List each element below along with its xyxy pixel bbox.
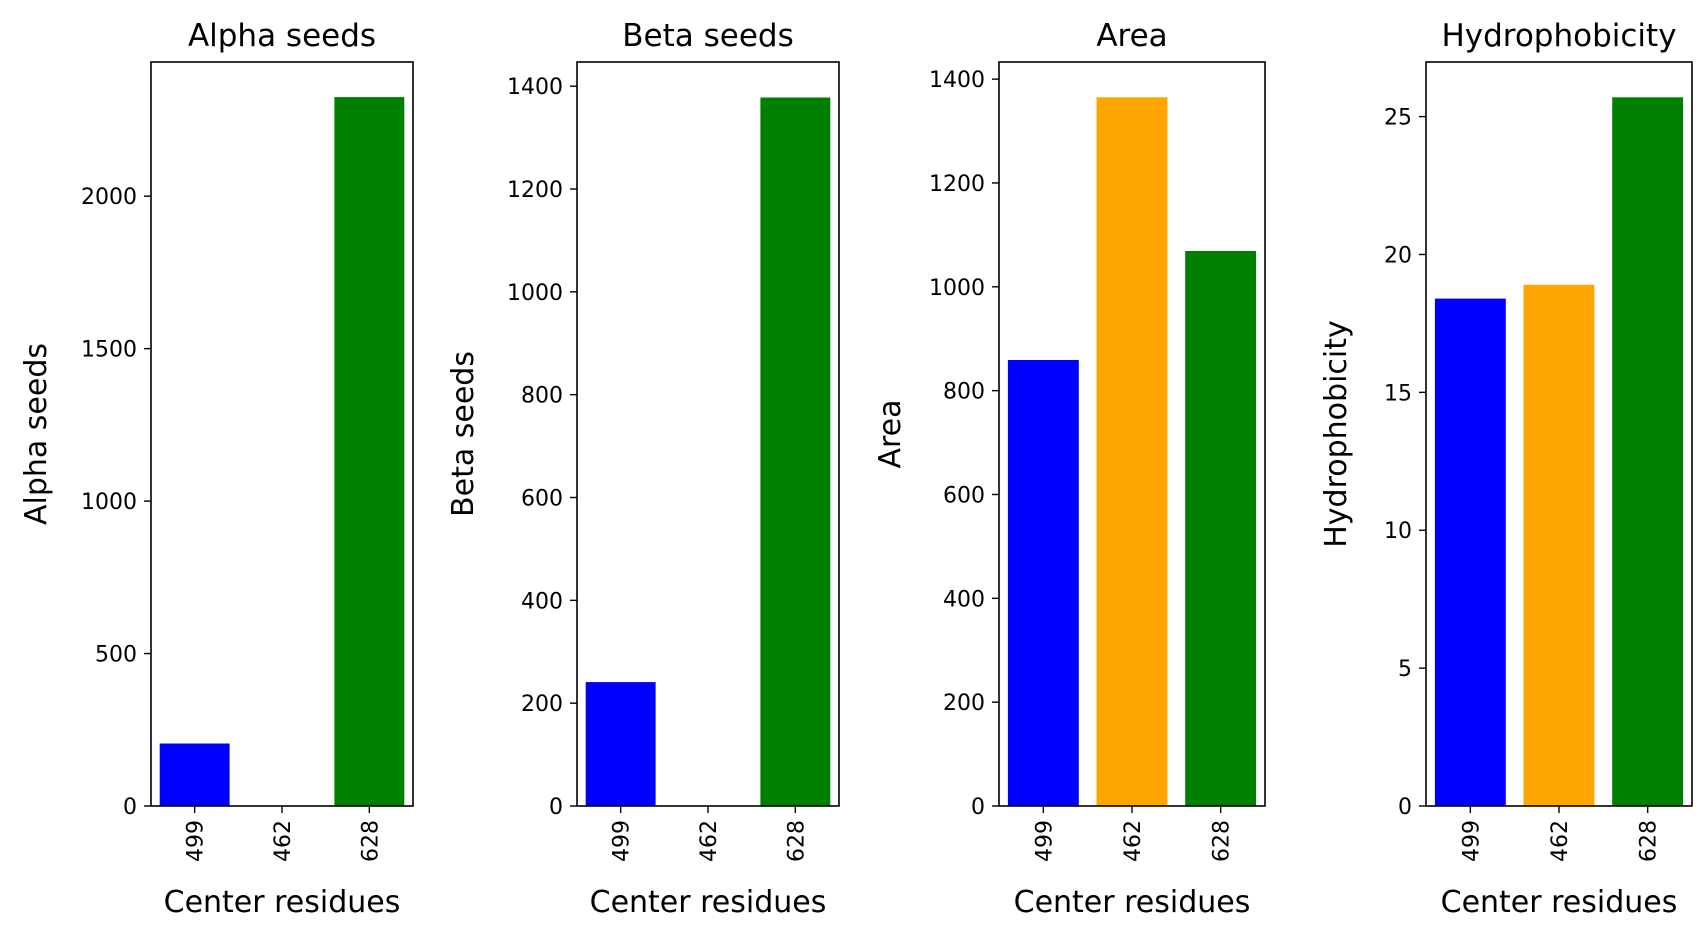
bar-499: [1434, 298, 1506, 806]
y-tick-label: 200: [943, 691, 985, 716]
y-tick-label: 1000: [507, 281, 563, 306]
y-tick-label: 25: [1384, 106, 1412, 131]
x-tick-label: 499: [610, 820, 635, 862]
y-tick-label: 800: [943, 380, 985, 405]
y-tick-label: 20: [1384, 243, 1412, 268]
y-tick-label: 800: [521, 384, 563, 409]
y-axis-title: Hydrophobicity: [1319, 320, 1354, 548]
x-tick-label: 462: [1121, 820, 1146, 862]
y-tick-label: 1400: [507, 75, 563, 100]
bar-628: [1612, 97, 1684, 807]
x-tick-label: 628: [358, 820, 383, 862]
y-tick-label: 1200: [929, 172, 985, 197]
x-tick-label: 499: [1459, 820, 1484, 862]
y-axis-title: Area: [873, 399, 908, 468]
y-tick-label: 0: [1398, 795, 1412, 820]
chart-title: Alpha seeds: [188, 18, 376, 54]
chart-title: Area: [1096, 18, 1167, 54]
x-tick-label: 628: [1637, 820, 1662, 862]
bar-499: [1007, 360, 1079, 806]
bar-462: [1096, 97, 1168, 807]
y-tick-label: 600: [521, 486, 563, 511]
y-tick-label: 5: [1398, 657, 1412, 682]
chart-panel-1: 0 500 1000 1500 2000 499 462 628 Alpha seeds Cent…: [19, 18, 414, 920]
y-axis-title: Beta seeds: [446, 351, 481, 517]
bar-499: [159, 743, 230, 806]
y-tick-label: 400: [943, 587, 985, 612]
chart-panel-2: 0 200 400 600 800 1000 1200 1400 499 462 628 Beta s…: [446, 18, 840, 920]
bar-499: [585, 682, 656, 806]
x-axis-title: Center residues: [590, 885, 827, 920]
x-tick-label: 462: [271, 820, 296, 862]
y-tick-label: 15: [1384, 381, 1412, 406]
x-axis-title: Center residues: [1441, 885, 1678, 920]
y-tick-label: 1000: [929, 276, 985, 301]
y-tick-label: 200: [521, 692, 563, 717]
chart-panel-4: 0 5 10 15 20 25 499 462 628 Hydrophobicity Center …: [1319, 18, 1693, 920]
y-tick-label: 0: [971, 795, 985, 820]
y-tick-label: 0: [123, 795, 137, 820]
y-tick-label: 400: [521, 589, 563, 614]
chart-panel-3: 0 200 400 600 800 1000 1200 1400 499 462 628 Area Ce…: [873, 18, 1266, 920]
x-tick-label: 628: [1210, 820, 1235, 862]
bar-628: [334, 97, 405, 807]
x-tick-label: 499: [184, 820, 209, 862]
bar-628: [760, 97, 831, 806]
x-axis-title: Center residues: [164, 885, 401, 920]
x-axis-title: Center residues: [1014, 885, 1251, 920]
x-tick-label: 628: [784, 820, 809, 862]
y-axis-title: Alpha seeds: [19, 343, 54, 525]
y-tick-label: 1400: [929, 68, 985, 93]
x-tick-label: 462: [1548, 820, 1573, 862]
x-tick-label: 499: [1032, 820, 1057, 862]
chart-title: Hydrophobicity: [1441, 18, 1676, 54]
bar-628: [1185, 251, 1257, 806]
y-tick-label: 1500: [81, 338, 137, 363]
y-tick-label: 600: [943, 483, 985, 508]
bar-462: [1523, 284, 1595, 806]
x-tick-label: 462: [697, 820, 722, 862]
y-tick-label: 500: [95, 643, 137, 668]
y-tick-label: 10: [1384, 519, 1412, 544]
chart-title: Beta seeds: [622, 18, 793, 54]
y-tick-label: 0: [549, 795, 563, 820]
y-tick-label: 2000: [81, 185, 137, 210]
y-tick-label: 1000: [81, 490, 137, 515]
y-tick-label: 1200: [507, 178, 563, 203]
